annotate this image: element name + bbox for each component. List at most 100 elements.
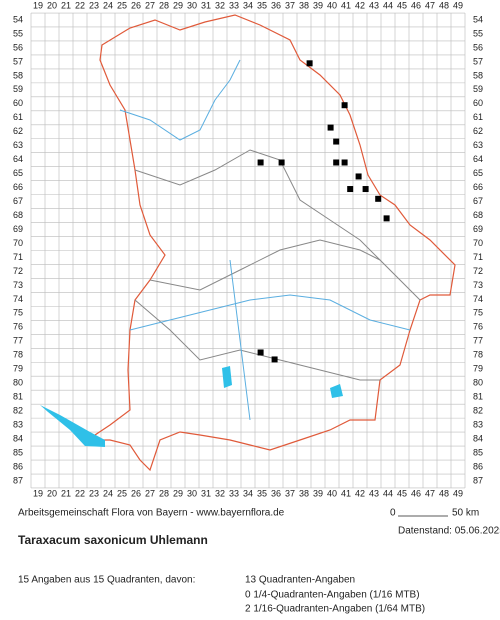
y-label-left: 75: [13, 308, 23, 318]
record: [341, 102, 348, 109]
x-label-bottom: 45: [397, 488, 407, 498]
x-label-top: 22: [75, 0, 85, 10]
x-label-bottom: 36: [271, 488, 281, 498]
x-label-top: 47: [425, 0, 435, 10]
y-label-left: 80: [13, 378, 23, 388]
record: [306, 60, 313, 67]
record: [375, 195, 382, 202]
y-label-left: 68: [13, 210, 23, 220]
x-label-bottom: 34: [243, 488, 253, 498]
x-label-bottom: 39: [313, 488, 323, 498]
y-label-left: 85: [13, 447, 23, 457]
x-label-bottom: 35: [257, 488, 267, 498]
x-label-top: 29: [173, 0, 183, 10]
y-label-left: 61: [13, 112, 23, 122]
record: [333, 138, 340, 145]
scale-start: 0: [390, 508, 396, 519]
x-label-bottom: 33: [229, 488, 239, 498]
y-label-right: 76: [473, 322, 483, 332]
y-label-right: 75: [473, 308, 483, 318]
x-label-top: 39: [313, 0, 323, 10]
y-label-right: 85: [473, 447, 483, 457]
y-label-left: 74: [13, 294, 23, 304]
y-label-right: 66: [473, 182, 483, 192]
y-label-left: 87: [13, 475, 23, 485]
detail: 2 1/16-Quadranten-Angaben (1/64 MTB): [245, 604, 425, 615]
x-label-top: 32: [215, 0, 225, 10]
y-label-right: 59: [473, 84, 483, 94]
district-border: [149, 239, 381, 291]
x-label-top: 30: [187, 0, 197, 10]
y-label-right: 78: [473, 350, 483, 360]
y-label-right: 81: [473, 392, 483, 402]
y-label-left: 58: [13, 70, 23, 80]
x-label-top: 34: [243, 0, 253, 10]
lake: [40, 405, 105, 447]
x-label-bottom: 49: [453, 488, 463, 498]
river: [119, 59, 241, 141]
x-label-bottom: 24: [103, 488, 113, 498]
lake: [330, 384, 343, 398]
x-label-bottom: 26: [131, 488, 141, 498]
x-label-top: 41: [341, 0, 351, 10]
y-label-right: 68: [473, 210, 483, 220]
x-label-top: 44: [383, 0, 393, 10]
record: [383, 215, 390, 222]
y-label-left: 77: [13, 336, 23, 346]
y-label-right: 84: [473, 433, 483, 443]
record: [347, 186, 354, 193]
x-label-bottom: 23: [89, 488, 99, 498]
y-label-right: 87: [473, 475, 483, 485]
y-label-right: 60: [473, 98, 483, 108]
x-label-top: 33: [229, 0, 239, 10]
district-border: [134, 149, 421, 301]
x-label-top: 19: [33, 0, 43, 10]
state-border: [94, 14, 456, 472]
x-label-bottom: 37: [285, 488, 295, 498]
y-label-right: 64: [473, 154, 483, 164]
x-label-top: 35: [257, 0, 267, 10]
y-label-right: 55: [473, 28, 483, 38]
x-label-top: 36: [271, 0, 281, 10]
lake: [222, 366, 232, 388]
x-label-top: 43: [369, 0, 379, 10]
record: [341, 159, 348, 166]
y-label-left: 69: [13, 224, 23, 234]
y-label-left: 83: [13, 419, 23, 429]
x-label-bottom: 47: [425, 488, 435, 498]
scale-end: 50 km: [452, 508, 479, 519]
y-label-left: 79: [13, 364, 23, 374]
x-label-bottom: 21: [61, 488, 71, 498]
y-label-left: 65: [13, 168, 23, 178]
x-label-bottom: 19: [33, 488, 43, 498]
y-label-left: 57: [13, 56, 23, 66]
detail: 13 Quadranten-Angaben: [245, 575, 355, 586]
x-label-top: 46: [411, 0, 421, 10]
y-label-left: 59: [13, 84, 23, 94]
x-label-bottom: 41: [341, 488, 351, 498]
x-label-bottom: 20: [47, 488, 57, 498]
x-label-top: 45: [397, 0, 407, 10]
x-label-bottom: 25: [117, 488, 127, 498]
record: [355, 173, 362, 180]
y-label-left: 72: [13, 266, 23, 276]
x-label-top: 23: [89, 0, 99, 10]
detail: 0 1/4-Quadranten-Angaben (1/16 MTB): [245, 590, 420, 601]
y-label-right: 79: [473, 364, 483, 374]
x-label-top: 37: [285, 0, 295, 10]
y-label-left: 55: [13, 28, 23, 38]
x-label-top: 42: [355, 0, 365, 10]
x-label-top: 40: [327, 0, 337, 10]
y-label-right: 65: [473, 168, 483, 178]
record: [257, 159, 264, 166]
y-label-right: 72: [473, 266, 483, 276]
x-label-top: 25: [117, 0, 127, 10]
x-label-bottom: 40: [327, 488, 337, 498]
record: [257, 349, 264, 356]
y-label-left: 86: [13, 461, 23, 471]
x-label-top: 38: [299, 0, 309, 10]
record: [327, 124, 334, 131]
y-label-right: 61: [473, 112, 483, 122]
y-label-left: 60: [13, 98, 23, 108]
